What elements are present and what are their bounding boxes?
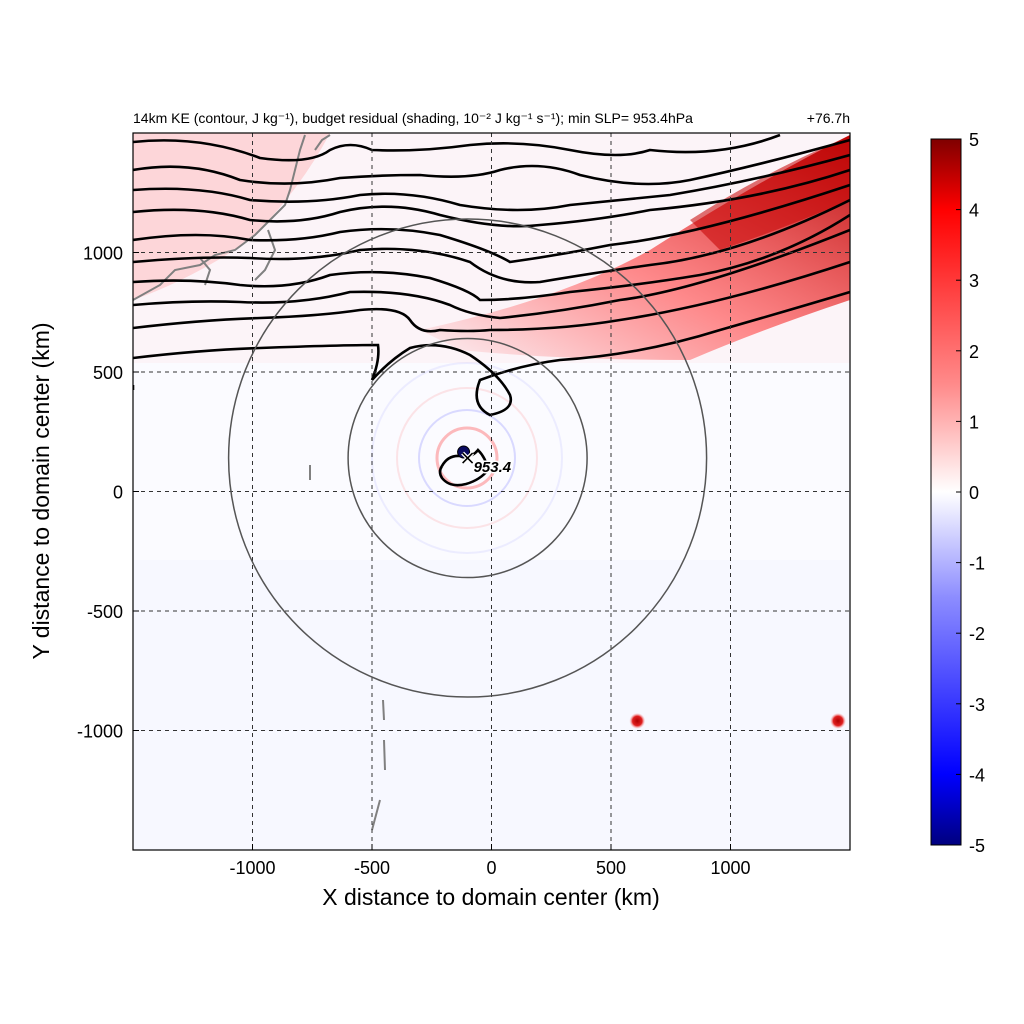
residual-hotspot	[830, 712, 847, 729]
colorbar-tick-label: -4	[969, 765, 985, 785]
storm-center-marker: 953.4	[457, 445, 513, 478]
residual-shading-positive-band	[420, 135, 850, 360]
colorbar-tick-label: -5	[969, 836, 985, 856]
range-ring	[227, 218, 708, 698]
x-tick-label: 1000	[710, 858, 750, 878]
y-axis-label: Y distance to domain center (km)	[28, 322, 54, 659]
y-tick-label: -500	[87, 602, 123, 622]
range-ring	[347, 337, 588, 579]
colorbar-tick-label: -3	[969, 695, 985, 715]
vortex-ripples	[371, 362, 563, 554]
x-ticks: -1000 -500 0 500 1000	[229, 844, 751, 878]
colorbar: -5 -4 -3 -2 -1 0 1 2 3 4 5	[930, 130, 985, 856]
colorbar-tick-label: 5	[969, 130, 979, 150]
colorbar-tick-label: -2	[969, 624, 985, 644]
y-tick-label: 0	[113, 483, 123, 503]
chart-title: 14km KE (contour, J kg⁻¹), budget residu…	[133, 110, 693, 126]
y-tick-label: 1000	[83, 244, 123, 264]
storm-min-slp-label: 953.4	[474, 459, 512, 476]
x-tick-label: 0	[486, 858, 496, 878]
range-rings	[227, 218, 708, 698]
colorbar-tick-label: 4	[969, 201, 979, 221]
y-ticks: -1000 -500 0 500 1000	[77, 244, 139, 742]
hotspots	[629, 712, 847, 729]
colorbar-tick-label: 1	[969, 412, 979, 432]
x-tick-label: -500	[354, 858, 390, 878]
colorbar-tick-label: 2	[969, 342, 979, 362]
x-axis-label: X distance to domain center (km)	[322, 884, 659, 910]
x-tick-label: 500	[596, 858, 626, 878]
y-tick-label: -1000	[77, 722, 123, 742]
plot-area	[133, 133, 850, 850]
storm-center-x	[462, 452, 474, 464]
colorbar-tick-label: -1	[969, 554, 985, 574]
residual-hotspot	[629, 712, 646, 729]
forecast-hour-label: +76.7h	[807, 110, 850, 126]
x-tick-label: -1000	[229, 858, 275, 878]
y-tick-label: 500	[93, 363, 123, 383]
coastlines	[133, 134, 386, 831]
colorbar-tick-label: 3	[969, 271, 979, 291]
colorbar-tick-label: 0	[969, 483, 979, 503]
colorbar-ticks: -5 -4 -3 -2 -1 0 1 2 3 4 5	[956, 130, 985, 856]
